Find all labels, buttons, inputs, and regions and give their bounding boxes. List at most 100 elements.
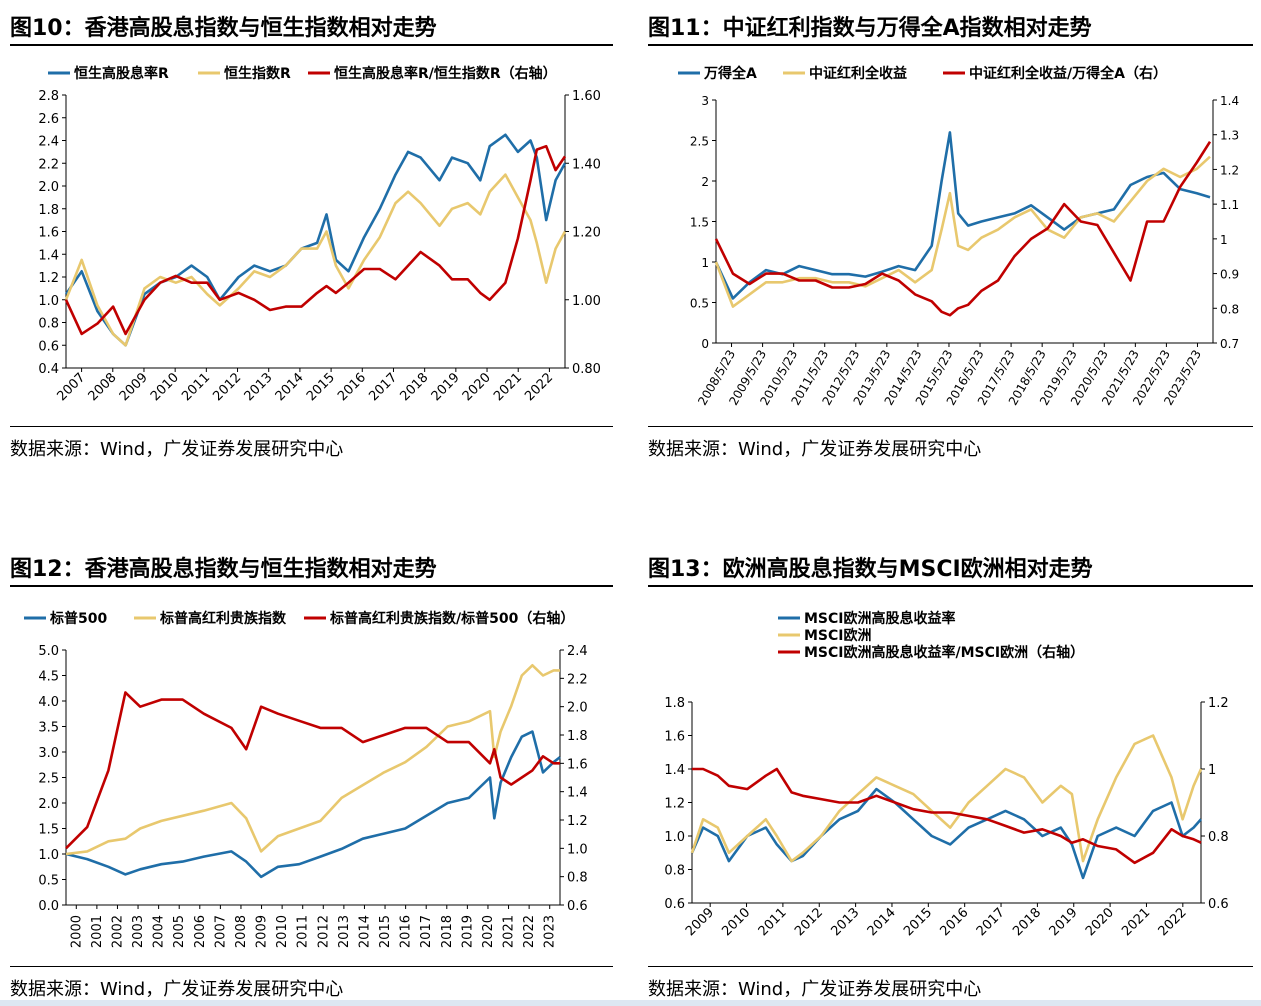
y-left-tick-label: 3 <box>701 94 709 108</box>
series-line-2 <box>65 691 560 850</box>
y-right-tick-label: 0.80 <box>572 362 601 377</box>
panel-fig13: 图13：欧洲高股息指数与MSCI欧洲相对走势 0.6 0.8 1.0 1.2 1.4 1.… <box>648 545 1253 1005</box>
y-left-tick-label: 0.8 <box>38 317 59 332</box>
legend-label: 标普高红利贵族指数 <box>159 610 287 627</box>
bottom-bar <box>0 1000 1261 1006</box>
series-line-1 <box>690 734 1203 863</box>
x-tick-label: 2013 <box>828 905 862 939</box>
panel-title: 图10：香港高股息指数与恒生指数相对走势 <box>10 16 437 41</box>
x-tick-label: 2003 <box>131 915 146 948</box>
series-line-2 <box>692 767 1202 865</box>
y-left-tick-label: 2.4 <box>38 135 59 150</box>
x-tick-label: 2011 <box>756 905 790 939</box>
y-right-tick-label: 1.3 <box>1220 129 1239 143</box>
legend-label: 恒生高股息率R/恒生指数R（右轴） <box>334 65 557 82</box>
y-left-tick-label: 4.0 <box>38 695 59 710</box>
source-rule <box>648 966 1253 967</box>
x-tick-label: 2014 <box>865 905 899 939</box>
x-tick-label: 2012 <box>792 905 826 939</box>
y-right-tick-label: 0.9 <box>1220 268 1239 282</box>
x-tick-label: 2023 <box>543 915 558 948</box>
x-tick-label: 2013 <box>337 915 352 948</box>
source-note: 数据来源：Wind，广发证券发展研究中心 <box>10 439 344 460</box>
y-right-tick-label: 1.2 <box>1208 696 1229 711</box>
y-left-tick-label: 1.2 <box>38 271 59 286</box>
x-tick-label: 2018 <box>1010 905 1044 939</box>
legend-label: 恒生指数R <box>224 65 291 82</box>
title-rule <box>10 585 613 587</box>
x-tick-label: 2010 <box>275 915 290 948</box>
series-line-0 <box>64 133 567 347</box>
legend-label: MSCI欧洲 <box>804 627 872 644</box>
x-tick-label: 2021 <box>502 915 517 948</box>
x-tick-label: 2015 <box>378 915 393 948</box>
y-left-tick-label: 4.5 <box>38 670 59 685</box>
legend-label: 万得全A <box>703 65 757 82</box>
y-left-tick-label: 0.4 <box>38 362 59 377</box>
panel-title: 图13：欧洲高股息指数与MSCI欧洲相对走势 <box>648 557 1093 582</box>
title-rule <box>10 44 613 46</box>
y-left-tick-label: 0.6 <box>38 339 59 354</box>
x-tick-label: 2001 <box>90 915 105 948</box>
panel-title: 图12：香港高股息指数与恒生指数相对走势 <box>10 557 437 582</box>
x-tick-label: 2011 <box>296 915 311 948</box>
x-tick-label: 2000 <box>69 915 84 948</box>
x-tick-label: 2015 <box>901 905 935 939</box>
x-tick-label: 2016 <box>399 915 414 948</box>
y-right-tick-label: 1.40 <box>572 157 601 172</box>
y-right-tick-label: 1.4 <box>1220 94 1239 108</box>
title-rule <box>648 44 1253 46</box>
chart-fig10: 0.4 0.6 0.8 1.0 1.2 1.4 1.6 1.8 2.0 2.2 2.4 2.6 2.8 0… <box>38 65 601 404</box>
y-left-tick-label: 0.8 <box>664 864 685 879</box>
title-rule <box>648 585 1253 587</box>
y-left-tick-label: 1.5 <box>690 216 709 230</box>
x-tick-label: 2016 <box>335 370 369 404</box>
x-tick-label: 2007 <box>213 915 228 948</box>
source-note: 数据来源：Wind，广发证券发展研究中心 <box>648 439 982 460</box>
x-tick-label: 2016 <box>937 905 971 939</box>
y-left-tick-label: 1 <box>701 256 709 270</box>
y-left-tick-label: 1.8 <box>664 696 685 711</box>
x-tick-label: 2019 <box>1047 905 1081 939</box>
series-line-0 <box>690 787 1202 880</box>
x-tick-label: 2017 <box>974 905 1008 939</box>
x-tick-label: 2021 <box>491 370 525 404</box>
panel-fig11: 图11：中证红利指数与万得全A指数相对走势 0 0.5 1 1.5 2 2.5 3 0.7 0.… <box>648 0 1253 470</box>
x-tick-label: 2022 <box>522 915 537 948</box>
y-left-tick-label: 1.6 <box>38 226 59 241</box>
series-line-2 <box>64 144 567 336</box>
y-right-tick-label: 0.7 <box>1220 337 1239 351</box>
x-tick-label: 2004 <box>152 915 167 948</box>
chart-fig11: 00.511.522.530.70.80.911.11.21.31.42008/… <box>678 65 1239 408</box>
x-tick-label: 2008 <box>86 370 120 404</box>
source-rule <box>10 426 613 427</box>
y-left-tick-label: 0.5 <box>690 297 709 311</box>
y-left-tick-label: 0.5 <box>38 874 59 889</box>
y-left-tick-label: 1.4 <box>38 248 59 263</box>
x-tick-label: 2010 <box>719 905 753 939</box>
y-left-tick-label: 0.6 <box>664 897 685 912</box>
legend-label: MSCI欧洲高股息收益率/MSCI欧洲（右轴） <box>804 644 1084 661</box>
y-right-tick-label: 1 <box>1220 233 1228 247</box>
y-right-tick-label: 1.4 <box>567 786 588 801</box>
x-tick-label: 2020 <box>460 370 494 404</box>
source-rule <box>10 966 613 967</box>
x-tick-label: 2009 <box>255 915 270 948</box>
chart-fig12: 0.0 0.5 1.0 1.5 2.0 2.5 3.0 3.5 4.0 4.5 5.0 0.6 0.8 1… <box>24 610 588 948</box>
source-note: 数据来源：Wind，广发证券发展研究中心 <box>10 979 344 1000</box>
y-right-tick-label: 1.6 <box>567 757 588 772</box>
y-right-tick-label: 1.1 <box>1220 198 1239 212</box>
x-tick-label: 2008 <box>234 915 249 948</box>
y-left-tick-label: 2.0 <box>38 797 59 812</box>
legend-label: 中证红利全收益 <box>809 65 907 82</box>
series-line-2 <box>714 141 1212 317</box>
x-tick-label: 2013 <box>242 370 276 404</box>
x-tick-label: 2015 <box>304 370 338 404</box>
y-left-tick-label: 1.8 <box>38 203 59 218</box>
x-tick-label: 2018 <box>440 915 455 948</box>
x-tick-label: 2002 <box>110 915 125 948</box>
series-line-1 <box>714 155 1211 308</box>
legend-label: 中证红利全收益/万得全A（右） <box>969 65 1167 82</box>
y-right-tick-label: 1.2 <box>567 814 588 829</box>
y-right-tick-label: 1.0 <box>567 842 588 857</box>
